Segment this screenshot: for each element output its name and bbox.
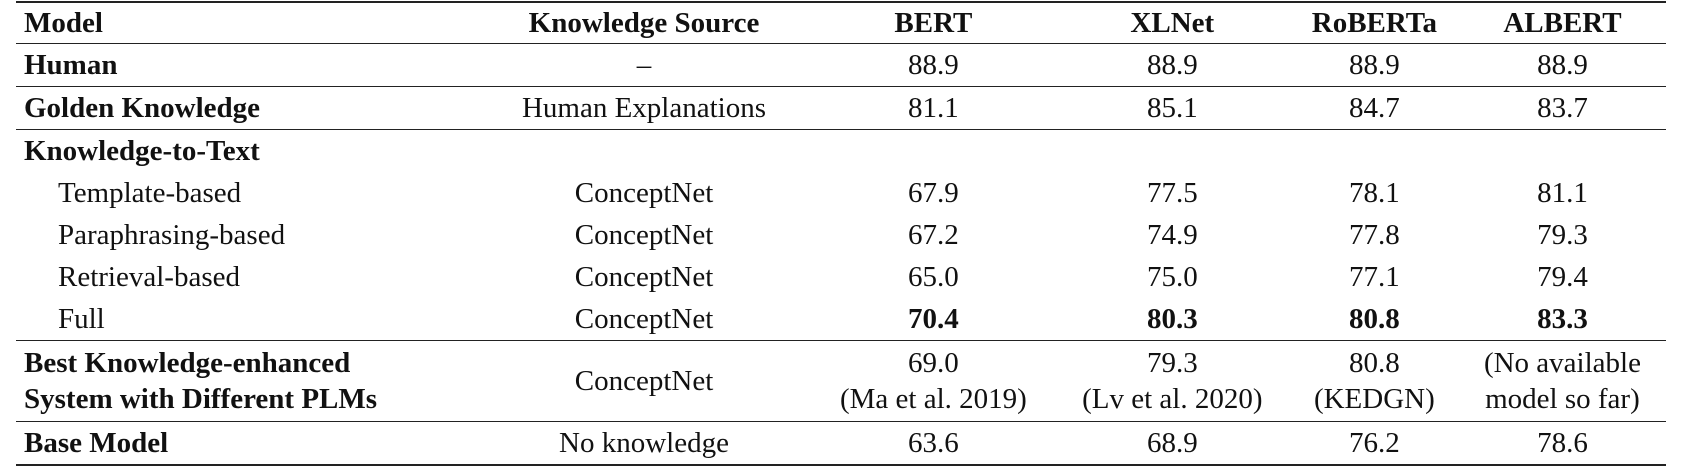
- results-table: Model Knowledge Source BERT XLNet RoBERT…: [16, 1, 1666, 466]
- albert-cell: 83.7: [1537, 92, 1588, 124]
- roberta-cell: 77.1: [1348, 261, 1400, 293]
- xlnet-cell: 75.0: [1146, 261, 1198, 293]
- albert-cell: (No available model so far): [1459, 341, 1666, 422]
- bert-cell: 65.0: [908, 261, 959, 293]
- bert-cell: 67.2: [908, 219, 959, 251]
- roberta-cell: 80.8: [1348, 303, 1400, 335]
- row-label: Template-based: [58, 177, 242, 209]
- row-label: Full: [58, 303, 105, 335]
- row-label-line: System with Different PLMs: [24, 383, 378, 415]
- header-xlnet: XLNet: [1130, 7, 1215, 39]
- bert-cell: 70.4: [908, 303, 959, 335]
- row-label: Human: [24, 49, 118, 81]
- citation-note: (KEDGN): [1313, 383, 1435, 415]
- knowledge-source-cell: ConceptNet: [574, 177, 714, 209]
- header-albert: ALBERT: [1503, 7, 1622, 39]
- knowledge-source-cell: ConceptNet: [574, 303, 714, 335]
- roberta-cell: 84.7: [1348, 92, 1400, 124]
- section-label: Knowledge-to-Text: [24, 135, 260, 167]
- header-model: Model: [24, 7, 103, 39]
- header-roberta: RoBERTa: [1311, 7, 1437, 39]
- citation-note: model so far): [1485, 383, 1640, 415]
- albert-cell: 88.9: [1537, 49, 1588, 81]
- xlnet-cell: 77.5: [1146, 177, 1198, 209]
- citation-note: (Ma et al. 2019): [839, 383, 1027, 415]
- row-label: Best Knowledge-enhanced System with Diff…: [16, 341, 476, 422]
- roberta-cell: 77.8: [1348, 219, 1400, 251]
- score-value: 80.8: [1348, 347, 1400, 379]
- table-row: Full ConceptNet 70.4 80.3 80.8 83.3: [16, 298, 1666, 341]
- albert-cell: 79.3: [1537, 219, 1588, 251]
- xlnet-cell: 88.9: [1146, 49, 1198, 81]
- table-row: Human – 88.9 88.9 88.9 88.9: [16, 43, 1666, 87]
- table-row: Golden Knowledge Human Explanations 81.1…: [16, 86, 1666, 130]
- xlnet-cell: 68.9: [1146, 427, 1198, 459]
- header-row: Model Knowledge Source BERT XLNet RoBERT…: [16, 2, 1666, 44]
- albert-cell: 81.1: [1537, 177, 1588, 209]
- table-row: Base Model No knowledge 63.6 68.9 76.2 7…: [16, 421, 1666, 465]
- knowledge-source-cell: Human Explanations: [521, 92, 767, 124]
- knowledge-source-cell: –: [636, 49, 652, 81]
- xlnet-cell: 85.1: [1146, 92, 1198, 124]
- citation-note: (Lv et al. 2020): [1082, 383, 1263, 415]
- section-row: Knowledge-to-Text: [16, 129, 1666, 173]
- row-label: Base Model: [24, 427, 169, 459]
- roberta-cell: 76.2: [1348, 427, 1400, 459]
- roberta-cell: 88.9: [1348, 49, 1400, 81]
- knowledge-source-cell: ConceptNet: [574, 365, 714, 397]
- bert-cell: 69.0 (Ma et al. 2019): [812, 341, 1055, 422]
- table-row: Template-based ConceptNet 67.9 77.5 78.1…: [16, 172, 1666, 214]
- roberta-cell: 80.8 (KEDGN): [1290, 341, 1459, 422]
- bert-cell: 63.6: [908, 427, 959, 459]
- header-knowledge-source: Knowledge Source: [528, 7, 760, 39]
- table-row: Paraphrasing-based ConceptNet 67.2 74.9 …: [16, 214, 1666, 256]
- score-value: 79.3: [1146, 347, 1198, 379]
- score-value: 69.0: [908, 347, 959, 379]
- knowledge-source-cell: ConceptNet: [574, 219, 714, 251]
- table-row: Retrieval-based ConceptNet 65.0 75.0 77.…: [16, 256, 1666, 298]
- albert-cell: 79.4: [1537, 261, 1588, 293]
- bert-cell: 81.1: [908, 92, 959, 124]
- knowledge-source-cell: ConceptNet: [574, 261, 714, 293]
- xlnet-cell: 80.3: [1146, 303, 1198, 335]
- table-row: Best Knowledge-enhanced System with Diff…: [16, 340, 1666, 422]
- score-value: (No available: [1483, 347, 1641, 379]
- row-label-line: Best Knowledge-enhanced: [24, 347, 351, 379]
- bert-cell: 67.9: [908, 177, 959, 209]
- roberta-cell: 78.1: [1348, 177, 1400, 209]
- xlnet-cell: 79.3 (Lv et al. 2020): [1055, 341, 1290, 422]
- header-bert: BERT: [894, 7, 973, 39]
- albert-cell: 78.6: [1537, 427, 1588, 459]
- xlnet-cell: 74.9: [1146, 219, 1198, 251]
- row-label: Paraphrasing-based: [58, 219, 286, 251]
- row-label: Retrieval-based: [58, 261, 240, 293]
- knowledge-source-cell: No knowledge: [559, 427, 729, 459]
- albert-cell: 83.3: [1537, 303, 1588, 335]
- bert-cell: 88.9: [908, 49, 959, 81]
- row-label: Golden Knowledge: [24, 92, 261, 124]
